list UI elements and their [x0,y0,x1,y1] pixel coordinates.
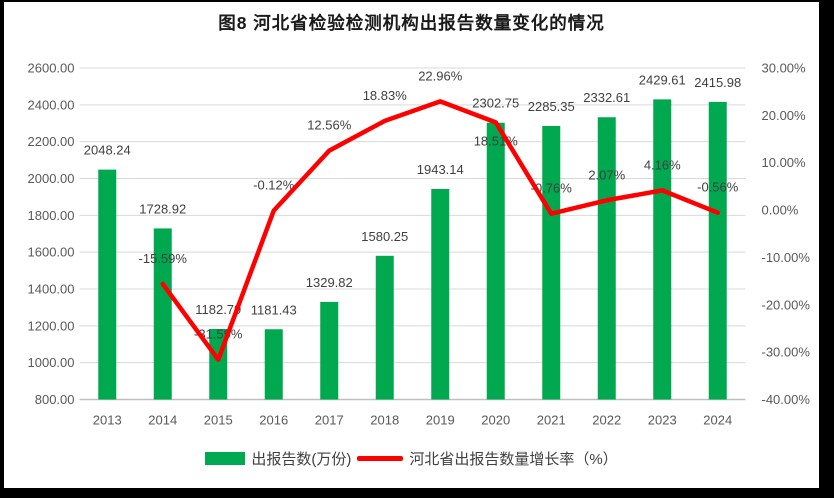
right-axis-tick: -40.00% [762,392,811,407]
bar-label-2017: 1329.82 [306,275,353,290]
bar-label-2024: 2415.98 [694,75,741,90]
bar-series-swatch-icon [205,452,246,465]
x-axis-label-2022: 2022 [592,413,621,428]
x-axis-label-2013: 2013 [93,413,122,428]
left-axis-tick: 1600.00 [28,245,75,260]
bar-2013 [98,169,117,400]
chart-area: 图8 河北省检验检测机构出报告数量变化的情况 2600.00 2400.00 220… [4,2,819,488]
chart-title: 图8 河北省检验检测机构出报告数量变化的情况 [218,13,605,33]
bar-2018 [375,255,394,400]
right-axis-tick: 10.00% [762,155,807,170]
line-label-2023: 4.16% [644,157,681,172]
bar-2020 [486,122,505,400]
line-label-2022: 2.07% [588,167,625,182]
bar-label-2019: 1943.14 [417,162,464,177]
bar-label-2018: 1580.25 [361,229,408,244]
x-axis-label-2020: 2020 [481,413,510,428]
right-axis-tick: -30.00% [762,345,811,360]
x-axis-label-2021: 2021 [537,413,566,428]
right-axis-tick: -20.00% [762,297,811,312]
bar-label-2014: 1728.92 [139,201,186,216]
x-axis-label-2018: 2018 [370,413,399,428]
left-axis-tick: 1800.00 [28,208,75,223]
bar-2017 [320,301,339,400]
x-axis-label-2019: 2019 [426,413,455,428]
line-label-2019: 22.96% [418,68,463,83]
line-label-2016: -0.12% [253,178,295,193]
left-axis-tick: 800.00 [35,392,75,407]
left-axis-tick: 2600.00 [28,61,75,76]
x-axis-label-2024: 2024 [703,413,732,428]
right-axis-tick: 20.00% [762,108,807,123]
legend: 出报告数(万份) 河北省出报告数量增长率（%） [4,448,819,469]
bar-2023 [653,99,672,400]
left-axis-tick: 1200.00 [28,318,75,333]
bar-label-2020: 2302.75 [472,96,519,111]
right-axis-tick: 30.00% [762,61,807,76]
left-axis-tick: 1400.00 [28,282,75,297]
bar-label-2022: 2332.61 [583,90,630,105]
line-label-2017: 12.56% [307,118,352,133]
left-axis-tick: 2200.00 [28,134,75,149]
bar-2014 [153,228,172,400]
left-axis-tick: 1000.00 [28,355,75,370]
bar-label-2021: 2285.35 [528,99,575,114]
x-axis-label-2014: 2014 [148,413,177,428]
line-series-swatch-icon [357,456,404,461]
right-axis-tick: 0.00% [762,203,799,218]
bar-label-2013: 2048.24 [84,143,131,158]
bar-label-2023: 2429.61 [639,72,686,87]
line-label-2021: -0.76% [531,181,573,196]
x-axis-label-2016: 2016 [259,413,288,428]
bar-2022 [597,117,616,400]
line-label-2014: -15.59% [139,251,188,266]
bar-2019 [431,188,450,400]
line-label-2024: -0.56% [697,180,739,195]
x-axis-label-2015: 2015 [204,413,233,428]
bar-label-2015: 1182.79 [195,302,241,317]
bar-2016 [264,329,283,400]
bar-label-2016: 1181.43 [251,302,297,317]
left-axis-tick: 2000.00 [28,171,75,186]
line-label-2018: 18.83% [363,88,408,103]
bar-series-label: 出报告数(万份) [251,451,352,468]
x-axis-label-2017: 2017 [315,413,344,428]
line-series-label: 河北省出报告数量增长率（%） [409,451,618,468]
bar-2024 [708,101,727,400]
right-axis-tick: -10.00% [762,250,811,265]
left-axis-tick: 2400.00 [28,97,75,112]
chart-canvas: 2600.00 2400.00 2200.00 2000.00 1800.00 1600.… [28,61,811,428]
x-axis-label-2023: 2023 [648,413,677,428]
bar-2021 [542,125,561,400]
growth-rate-line [160,99,720,362]
